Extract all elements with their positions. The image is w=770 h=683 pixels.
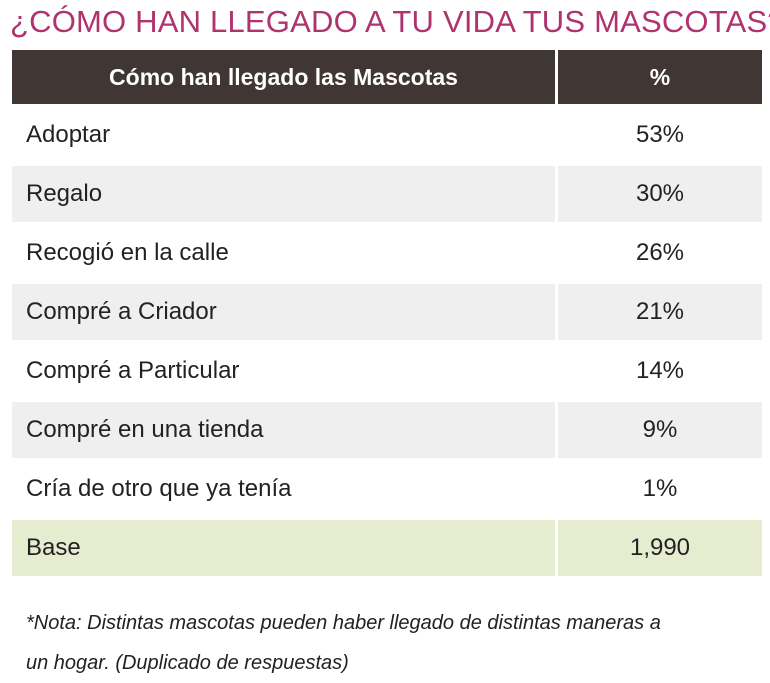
table-row: Adoptar 53% [12,104,762,163]
row-label: Compré a Particular [12,340,558,399]
table-row: Recogió en la calle 26% [12,222,762,281]
table-row: Compré a Particular 14% [12,340,762,399]
table-row: Regalo 30% [12,163,762,222]
row-label: Cría de otro que ya tenía [12,458,558,517]
row-label: Compré a Criador [12,281,558,340]
row-value: 14% [558,340,762,399]
footnote-line-1: *Nota: Distintas mascotas pueden haber l… [26,612,661,634]
row-label: Adoptar [12,104,558,163]
row-value: 26% [558,222,762,281]
table-header-row: Cómo han llegado las Mascotas % [12,50,762,104]
footnote-line-2: un hogar. (Duplicado de respuestas) [26,652,349,674]
row-value: 21% [558,281,762,340]
row-value: 9% [558,399,762,458]
column-header-origin: Cómo han llegado las Mascotas [12,50,558,104]
pets-origin-table: Cómo han llegado las Mascotas % Adoptar … [12,50,762,576]
row-label: Recogió en la calle [12,222,558,281]
column-header-percent: % [558,50,762,104]
table-body: Adoptar 53% Regalo 30% Recogió en la cal… [12,104,762,576]
row-label: Regalo [12,163,558,222]
table-row: Compré a Criador 21% [12,281,762,340]
row-value: 30% [558,163,762,222]
table-row: Compré en una tienda 9% [12,399,762,458]
row-value: 53% [558,104,762,163]
base-label: Base [12,517,558,576]
footnote: *Nota: Distintas mascotas pueden haber l… [26,603,756,683]
chart-title: ¿CÓMO HAN LLEGADO A TU VIDA TUS MASCOTAS… [10,4,770,39]
base-value: 1,990 [558,517,762,576]
base-row: Base 1,990 [12,517,762,576]
row-label: Compré en una tienda [12,399,558,458]
table-row: Cría de otro que ya tenía 1% [12,458,762,517]
row-value: 1% [558,458,762,517]
